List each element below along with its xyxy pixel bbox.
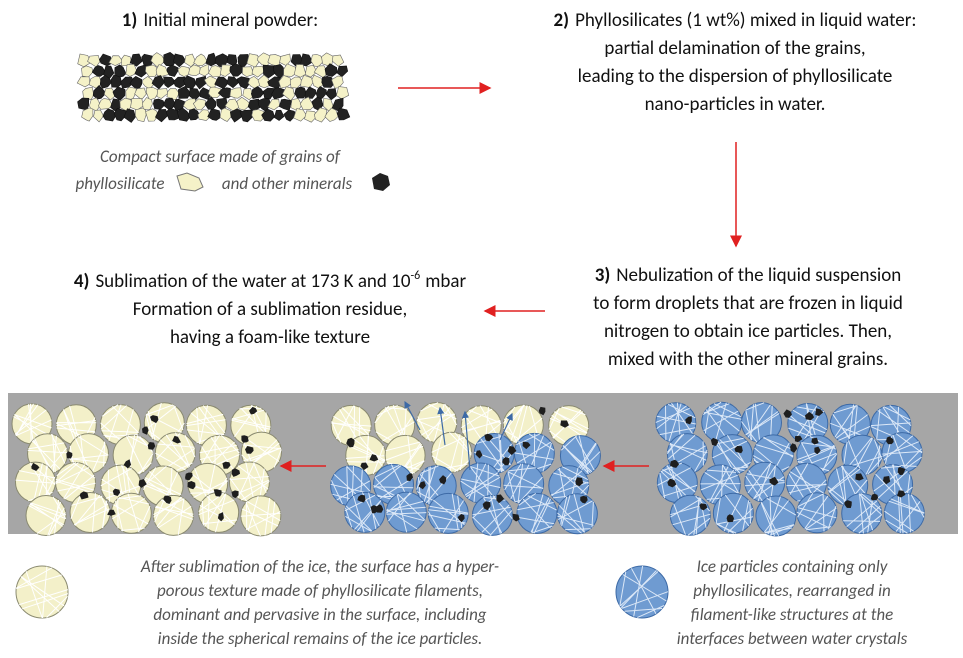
phyllosilicate-grain — [135, 108, 146, 122]
mineral-grain — [227, 77, 239, 88]
phyllosilicate-grain — [314, 108, 326, 122]
mineral-grain — [284, 110, 296, 121]
phyllosilicate-grain — [280, 54, 291, 66]
step-text: having a foam-like texture — [170, 326, 370, 349]
step2-text: 2)Phyllosilicates (1 wt%) mixed in liqui… — [554, 9, 917, 32]
mineral-grain — [208, 109, 221, 120]
residue-particle — [153, 495, 193, 535]
exponent: -6 — [410, 269, 420, 283]
phyllosilicate-grain — [283, 87, 295, 101]
legend-text: interfaces between water crystals — [677, 628, 908, 649]
legend-text: After sublimation of the ice, the surfac… — [140, 556, 499, 577]
phyllosilicate-grain — [151, 53, 165, 67]
mineral-grain — [155, 109, 168, 121]
mineral-grain — [152, 76, 165, 89]
step4-text: 4)Sublimation of the water at 173 K and … — [74, 269, 467, 293]
mineral-grain — [305, 87, 316, 99]
step3-text: 3)Nebulization of the liquid suspension — [595, 264, 902, 287]
step-text: mbar — [425, 270, 466, 293]
step-number: 1) — [122, 9, 138, 32]
phyllosilicate-grain — [83, 87, 94, 99]
step-number: 3) — [595, 264, 611, 287]
phyllosilicate-grain — [157, 88, 168, 98]
phyllosilicate-grain — [178, 66, 190, 77]
phyllosilicate-grain — [94, 110, 104, 122]
mineral-grain — [173, 54, 185, 67]
phyllosilicate-grain — [199, 64, 209, 76]
caption-line: and other minerals — [222, 173, 353, 194]
phyllosilicate-grain — [230, 88, 242, 99]
mineral-grain — [173, 77, 185, 88]
phyllosilicate-grain — [301, 75, 314, 87]
ice-particle — [884, 493, 924, 533]
mineral-grain — [300, 54, 313, 66]
legend-text: filament-like structures at the — [691, 604, 894, 625]
mineral-grain — [178, 86, 190, 98]
phyllosilicate-grain — [109, 56, 123, 66]
mineral-grain — [274, 110, 284, 120]
step-text: Phyllosilicates (1 wt%) mixed in liquid … — [575, 9, 916, 32]
phyllosilicate-grain — [77, 77, 90, 87]
ice-particle — [670, 495, 710, 535]
phyllosilicate-icon — [177, 173, 203, 191]
phyllosilicate-grain — [82, 66, 93, 77]
caption-line: phyllosilicate — [76, 173, 165, 194]
step-text: mixed with the other mineral grains. — [608, 348, 888, 371]
phyllosilicate-grain — [135, 88, 147, 100]
legend-text: inside the spherical remains of the ice … — [158, 628, 483, 649]
mineral-grain — [337, 108, 350, 120]
mineral-grain — [337, 66, 348, 77]
step1-title: 1)Initial mineral powder: — [122, 9, 319, 32]
mineral-grain — [295, 87, 307, 98]
phyllosilicate-grain — [311, 54, 323, 66]
phyllosilicate-grain — [145, 65, 157, 77]
phyllosilicate-grain — [300, 97, 314, 110]
step-number: 4) — [74, 270, 90, 293]
mineral-grain — [251, 87, 263, 99]
phyllosilicate-grain — [336, 87, 348, 99]
phyllosilicate-grain — [194, 54, 208, 66]
phyllosilicate-grain — [146, 109, 158, 122]
mineral-grain — [113, 87, 125, 101]
mineral-grain — [195, 76, 206, 89]
step-text: Initial mineral powder: — [143, 9, 318, 32]
step-text: partial delamination of the grains, — [604, 37, 865, 60]
step-text: leading to the dispersion of phyllosilic… — [578, 65, 893, 88]
phyllosilicate-grain — [252, 66, 264, 77]
mineral-grain — [78, 98, 89, 110]
legend-text: dominant and pervasive in the surface, i… — [153, 604, 486, 625]
mineral-grain — [241, 435, 248, 443]
mineral-grain — [262, 109, 275, 121]
diagram: 1)Initial mineral powder: Compact surfac… — [0, 0, 963, 658]
phyllosilicate-grain — [332, 76, 344, 88]
mineral-grain — [279, 99, 292, 110]
powder-strip — [77, 52, 350, 122]
step-text: nitrogen to obtain ice particles. Then, — [604, 320, 892, 343]
residue-particle — [70, 492, 110, 532]
step-text: nano-particles in water. — [645, 93, 826, 116]
phyllosilicate-grain — [82, 108, 93, 121]
step-text: Formation of a sublimation residue, — [133, 298, 408, 321]
legend-text: phyllosilicates, rearranged in — [693, 580, 891, 601]
legend-text: porous texture made of phyllosilicate fi… — [157, 580, 483, 601]
mineral-grain — [240, 110, 253, 122]
phyllosilicate-grain — [121, 55, 131, 66]
legend-text: Ice particles containing only — [697, 556, 888, 577]
mineral-grain — [99, 54, 111, 66]
step-text: to form droplets that are frozen in liqu… — [593, 292, 903, 315]
step-number: 2) — [554, 9, 570, 32]
step-text: Sublimation of the water at 173 K and 10 — [95, 270, 410, 293]
mineral-grain — [153, 99, 165, 109]
phyllosilicate-grain — [208, 66, 222, 77]
mineral-grain — [103, 109, 116, 121]
step-text: Nebulization of the liquid suspension — [616, 264, 901, 287]
mineral-icon — [372, 173, 390, 191]
mineral-grain — [114, 108, 126, 121]
phyllosilicate-grain — [332, 55, 344, 66]
caption-line: Compact surface made of grains of — [100, 146, 342, 167]
mineral-grain — [326, 89, 337, 100]
